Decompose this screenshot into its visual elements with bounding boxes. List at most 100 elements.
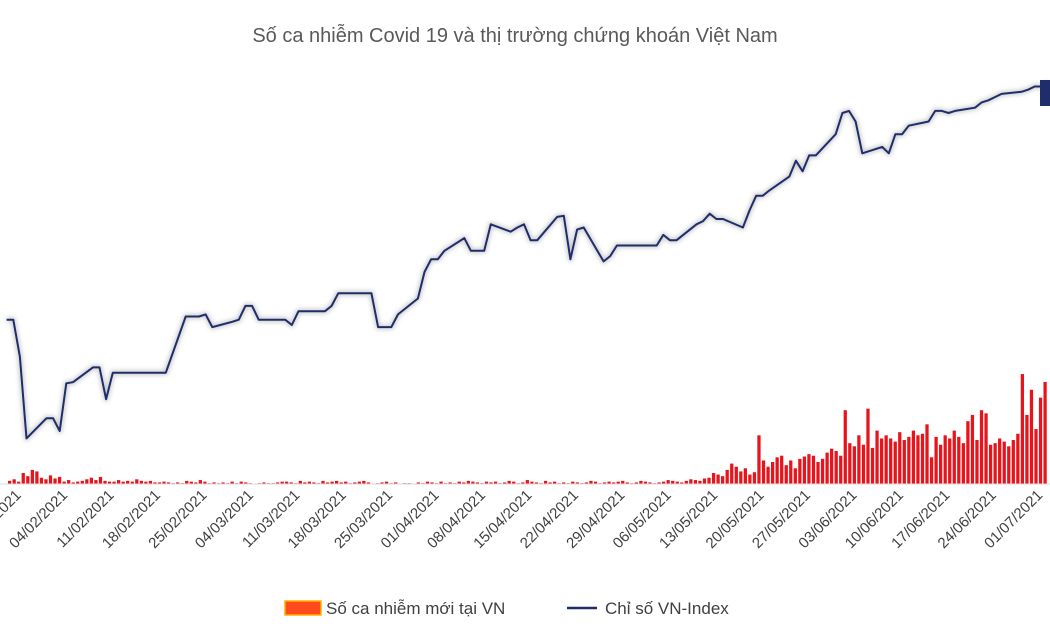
bar [17, 481, 21, 484]
bar [239, 481, 243, 484]
bar [103, 480, 107, 484]
bar [380, 482, 384, 484]
bar [834, 451, 838, 484]
bar [139, 480, 143, 484]
legend-label-bars: Số ca nhiễm mới tại VN [326, 599, 505, 618]
bar [875, 430, 879, 484]
bar [552, 481, 557, 484]
bar [721, 476, 725, 484]
bar [262, 482, 266, 484]
bar [693, 480, 698, 484]
bar [1025, 414, 1029, 484]
bar [584, 482, 589, 484]
bar [466, 480, 470, 484]
bar [244, 482, 248, 484]
bar [730, 463, 734, 484]
bar [312, 482, 316, 484]
bar [534, 482, 539, 484]
bar [1029, 389, 1034, 484]
bar [879, 438, 884, 484]
bar [748, 474, 752, 484]
bar [616, 481, 620, 484]
bar [798, 458, 802, 484]
legend-swatch-bars [284, 600, 322, 616]
bar [493, 481, 498, 484]
legend-item-line[interactable]: Chỉ số VN-Index [567, 599, 729, 618]
bar [848, 443, 852, 484]
bar [548, 482, 552, 484]
bar [1016, 433, 1020, 484]
bar [1043, 381, 1047, 484]
bar [916, 435, 920, 484]
bar [920, 433, 925, 484]
bar [766, 466, 770, 484]
bar [684, 480, 688, 484]
bar [48, 475, 53, 484]
bar [1002, 441, 1006, 484]
bar [153, 482, 157, 484]
bar [144, 481, 148, 484]
bar [185, 480, 189, 484]
bar [775, 457, 779, 484]
bar [911, 430, 916, 484]
bar [98, 476, 103, 484]
bar [39, 477, 44, 484]
bar [1007, 446, 1011, 484]
bar [780, 455, 784, 484]
bar [612, 482, 616, 484]
legend-item-bars[interactable]: Số ca nhiễm mới tại VN [284, 599, 505, 618]
bar [929, 457, 934, 484]
bar [666, 480, 670, 484]
bar [194, 482, 198, 484]
bar [575, 482, 579, 484]
bar [739, 471, 743, 484]
bar [203, 481, 207, 484]
bar [993, 443, 997, 484]
bar [198, 480, 203, 484]
bar [489, 482, 493, 484]
bar [734, 466, 738, 484]
x-axis: 28/01/202104/02/202111/02/202118/02/2021… [0, 487, 1046, 552]
bar [907, 436, 911, 484]
bar [8, 480, 12, 484]
bar [952, 430, 956, 484]
bar [166, 482, 171, 484]
bar [648, 482, 652, 484]
bar [698, 480, 702, 484]
bar [702, 478, 707, 484]
bar [80, 480, 84, 484]
bar [117, 480, 121, 484]
bar [157, 482, 162, 484]
bar [607, 481, 611, 484]
bar [884, 435, 888, 484]
bar [325, 482, 330, 484]
bar [657, 482, 661, 484]
bar [634, 482, 638, 484]
bar [107, 481, 112, 484]
bar [462, 482, 466, 484]
bar [852, 446, 856, 484]
legend-label-line: Chỉ số VN-Index [605, 599, 729, 618]
bar [394, 482, 398, 484]
bar [825, 452, 829, 484]
bar [998, 438, 1002, 484]
bar [339, 482, 343, 484]
bar [94, 480, 98, 484]
bar [484, 481, 489, 484]
bar [212, 482, 216, 484]
bar [988, 444, 993, 484]
bar [975, 440, 979, 484]
bar [471, 481, 475, 484]
bar [811, 455, 816, 484]
bar [893, 441, 897, 484]
bar [743, 468, 747, 484]
bar [602, 482, 607, 484]
bar [135, 479, 139, 484]
bar [21, 473, 25, 484]
bar [752, 472, 757, 484]
bar [725, 469, 729, 484]
legend: Số ca nhiễm mới tại VN Chỉ số VN-Index [284, 599, 729, 618]
bar [439, 481, 443, 484]
bar [761, 460, 766, 484]
bar [121, 481, 125, 484]
